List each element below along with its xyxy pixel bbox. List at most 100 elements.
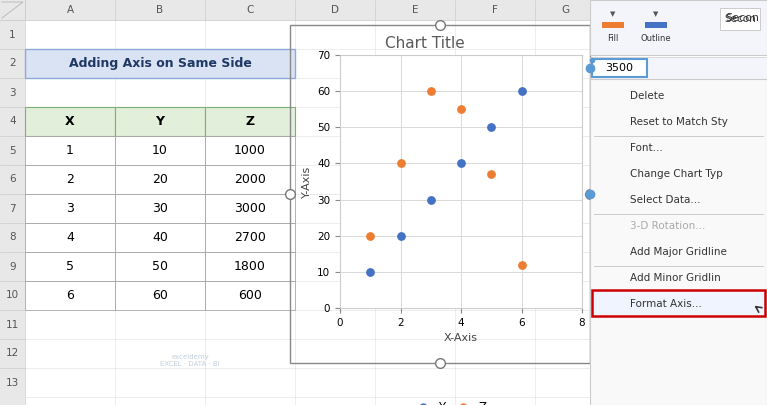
Text: D: D: [331, 5, 339, 15]
Text: 13: 13: [6, 377, 19, 388]
Bar: [590, 79, 767, 405]
Text: 2000: 2000: [234, 173, 266, 186]
Text: 1000: 1000: [234, 144, 266, 157]
Point: [455, 106, 467, 113]
Text: 9: 9: [9, 262, 16, 271]
Text: C: C: [246, 5, 254, 15]
Text: H: H: [631, 5, 639, 15]
Text: 4: 4: [9, 117, 16, 126]
Bar: [205, 107, 295, 136]
Bar: [25, 165, 115, 194]
Text: Z: Z: [245, 115, 255, 128]
Bar: [115, 136, 205, 165]
Text: exceldemy
EXCEL · DATA · BI: exceldemy EXCEL · DATA · BI: [160, 354, 220, 367]
Bar: [645, 22, 667, 28]
Text: 10: 10: [152, 144, 168, 157]
Point: [364, 232, 377, 239]
Text: 10: 10: [6, 290, 19, 301]
Bar: [25, 49, 295, 78]
Text: E: E: [412, 5, 418, 15]
Text: 3: 3: [66, 202, 74, 215]
Text: Outline: Outline: [640, 34, 671, 43]
Bar: [0, 0, 767, 20]
Bar: [720, 8, 760, 30]
Point: [485, 171, 497, 177]
Bar: [25, 136, 115, 165]
X-axis label: X-Axis: X-Axis: [444, 333, 478, 343]
Text: Secon: Secon: [725, 13, 759, 23]
Text: 7: 7: [9, 203, 16, 213]
Bar: [115, 223, 205, 252]
Bar: [205, 252, 295, 281]
Text: 3: 3: [9, 87, 16, 98]
Bar: [25, 252, 115, 281]
Y-axis label: Y-Axis: Y-Axis: [301, 165, 311, 198]
Text: Add Major Gridline: Add Major Gridline: [630, 247, 727, 257]
Text: 6: 6: [66, 289, 74, 302]
Text: ▼: ▼: [611, 11, 616, 17]
Bar: [590, 0, 767, 55]
Bar: [0, 20, 25, 405]
Text: Fill: Fill: [607, 34, 619, 43]
Bar: [205, 194, 295, 223]
Text: Select Data...: Select Data...: [630, 195, 700, 205]
Text: 1: 1: [66, 144, 74, 157]
Text: Reset to Match Sty: Reset to Match Sty: [630, 117, 728, 127]
Bar: [115, 252, 205, 281]
Bar: [290, 25, 590, 363]
Text: 8: 8: [9, 232, 16, 243]
Text: 5: 5: [66, 260, 74, 273]
Bar: [205, 223, 295, 252]
Text: 40: 40: [152, 231, 168, 244]
Point: [485, 124, 497, 130]
Text: 6: 6: [9, 175, 16, 185]
Text: Chart Title: Chart Title: [385, 36, 465, 51]
Bar: [205, 281, 295, 310]
Text: 5: 5: [9, 145, 16, 156]
Text: A: A: [67, 5, 74, 15]
Text: Secon: Secon: [724, 14, 755, 24]
Text: 3-D Rotation...: 3-D Rotation...: [630, 221, 706, 231]
Text: 3000: 3000: [234, 202, 266, 215]
Text: F: F: [492, 5, 498, 15]
Text: Delete: Delete: [630, 91, 664, 101]
Text: Add Minor Gridlin: Add Minor Gridlin: [630, 273, 721, 283]
Text: 50: 50: [152, 260, 168, 273]
Text: 12: 12: [6, 348, 19, 358]
Text: ▼: ▼: [653, 11, 659, 17]
Bar: [25, 194, 115, 223]
Bar: [115, 194, 205, 223]
Text: 600: 600: [238, 289, 262, 302]
Bar: [590, 57, 767, 79]
Bar: [205, 136, 295, 165]
Text: Font...: Font...: [630, 143, 663, 153]
Point: [364, 269, 377, 275]
Text: I: I: [703, 5, 706, 15]
Point: [515, 88, 528, 94]
Bar: [592, 59, 647, 77]
Bar: [115, 281, 205, 310]
Text: G: G: [561, 5, 569, 15]
Point: [425, 88, 437, 94]
Text: Format Axis...: Format Axis...: [630, 299, 702, 309]
Bar: [602, 22, 624, 28]
Text: 2: 2: [9, 58, 16, 68]
Text: X: X: [65, 115, 75, 128]
Text: J: J: [763, 5, 766, 15]
Text: 2700: 2700: [234, 231, 266, 244]
Bar: [25, 281, 115, 310]
Text: 4: 4: [66, 231, 74, 244]
Text: B: B: [156, 5, 163, 15]
Bar: [592, 290, 765, 316]
Text: 3500: 3500: [605, 63, 633, 73]
Bar: [115, 165, 205, 194]
Point: [515, 261, 528, 268]
Text: 20: 20: [152, 173, 168, 186]
Bar: [205, 165, 295, 194]
Text: Adding Axis on Same Side: Adding Axis on Same Side: [68, 57, 252, 70]
Text: 11: 11: [6, 320, 19, 330]
Text: 1: 1: [9, 30, 16, 40]
Bar: [25, 107, 115, 136]
Text: 8: 8: [593, 368, 600, 378]
Text: 1800: 1800: [234, 260, 266, 273]
